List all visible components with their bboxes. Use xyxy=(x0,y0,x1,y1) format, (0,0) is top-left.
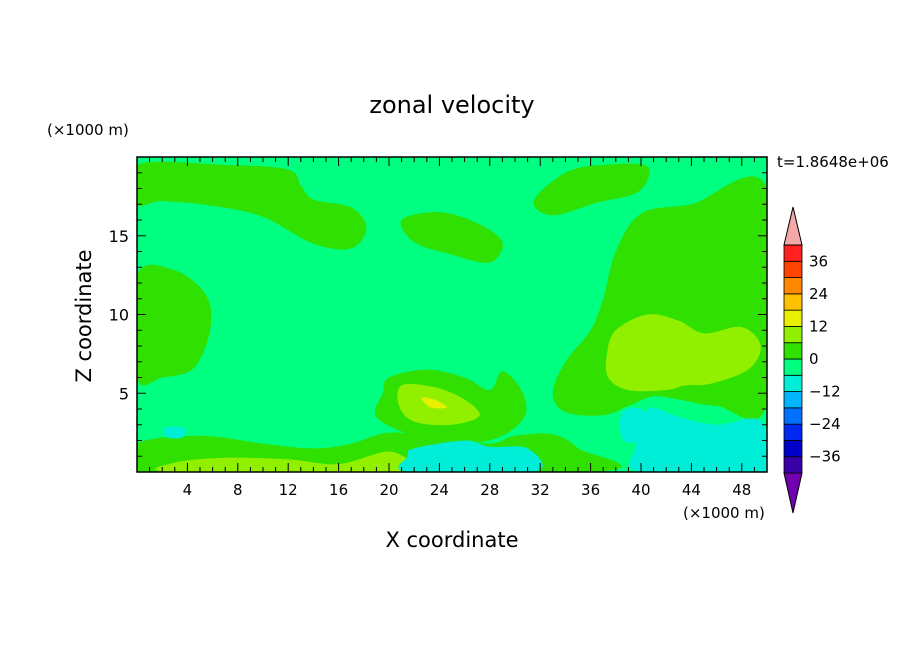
x-tick-label: 48 xyxy=(732,481,751,499)
contour-region-10 xyxy=(421,397,448,409)
x-unit-label: (×1000 m) xyxy=(683,504,765,522)
colorbar-box xyxy=(783,456,803,474)
x-tick-label: 24 xyxy=(430,481,449,499)
x-tick-label: 36 xyxy=(581,481,600,499)
colorbar-box xyxy=(783,407,803,425)
contour-region-2 xyxy=(533,163,650,216)
x-tick-label: 40 xyxy=(631,481,650,499)
colorbar-tick-label: −12 xyxy=(809,383,841,401)
y-tick-label: 10 xyxy=(109,306,129,325)
colorbar-box xyxy=(783,440,803,458)
contour-region-14 xyxy=(163,426,187,439)
colorbar-box xyxy=(783,374,803,392)
colorbar-box xyxy=(783,326,803,344)
colorbar-box xyxy=(783,309,803,327)
contour-region-12 xyxy=(629,407,767,472)
contour-region-11 xyxy=(398,440,543,472)
colorbar-tick-label: 0 xyxy=(809,350,819,368)
colorbar-tick-label: −24 xyxy=(809,415,841,433)
x-tick-label: 4 xyxy=(183,481,193,499)
colorbar: −36 −24 −12 0 12 24 36 xyxy=(783,206,841,514)
colorbar-lower-extension xyxy=(783,472,803,514)
colorbar-tick-label: 36 xyxy=(809,252,828,270)
x-tick-label: 12 xyxy=(279,481,298,499)
y-axis-label: Z coordinate xyxy=(72,249,96,382)
y-axis-ticks: 5 10 15 xyxy=(109,172,767,457)
x-tick-label: 32 xyxy=(531,481,550,499)
y-tick-label: 15 xyxy=(109,227,129,246)
colorbar-box xyxy=(783,423,803,441)
colorbar-box xyxy=(783,244,803,262)
colorbar-box xyxy=(783,342,803,360)
contour-region-3 xyxy=(137,264,212,386)
colorbar-box xyxy=(783,293,803,311)
contour-region-7 xyxy=(605,314,761,392)
colorbar-box xyxy=(783,358,803,376)
x-tick-label: 28 xyxy=(480,481,499,499)
y-tick-label: 5 xyxy=(119,384,129,403)
colorbar-tick-label: −36 xyxy=(809,448,841,466)
colorbar-box xyxy=(783,260,803,278)
colorbar-upper-extension xyxy=(783,206,803,246)
chart-title: zonal velocity xyxy=(369,91,534,119)
contour-region-1 xyxy=(400,212,503,263)
colorbar-box xyxy=(783,391,803,409)
x-tick-label: 8 xyxy=(233,481,243,499)
x-tick-label: 20 xyxy=(379,481,398,499)
x-tick-label: 16 xyxy=(329,481,348,499)
colorbar-tick-label: 12 xyxy=(809,317,828,335)
x-tick-label: 44 xyxy=(682,481,701,499)
x-axis-label: X coordinate xyxy=(385,528,518,552)
contour-region-0 xyxy=(137,161,367,250)
colorbar-tick-label: 24 xyxy=(809,285,828,303)
contour-region-9 xyxy=(155,451,433,472)
contour-regions xyxy=(137,161,767,472)
contour-region-13 xyxy=(619,407,648,443)
y-unit-label: (×1000 m) xyxy=(47,121,129,139)
time-label: t=1.8648e+06 xyxy=(777,153,889,171)
x-axis-ticks: 4 8 12 16 20 24 28 32 36 40 44 48 xyxy=(149,157,755,499)
colorbar-box xyxy=(783,277,803,295)
